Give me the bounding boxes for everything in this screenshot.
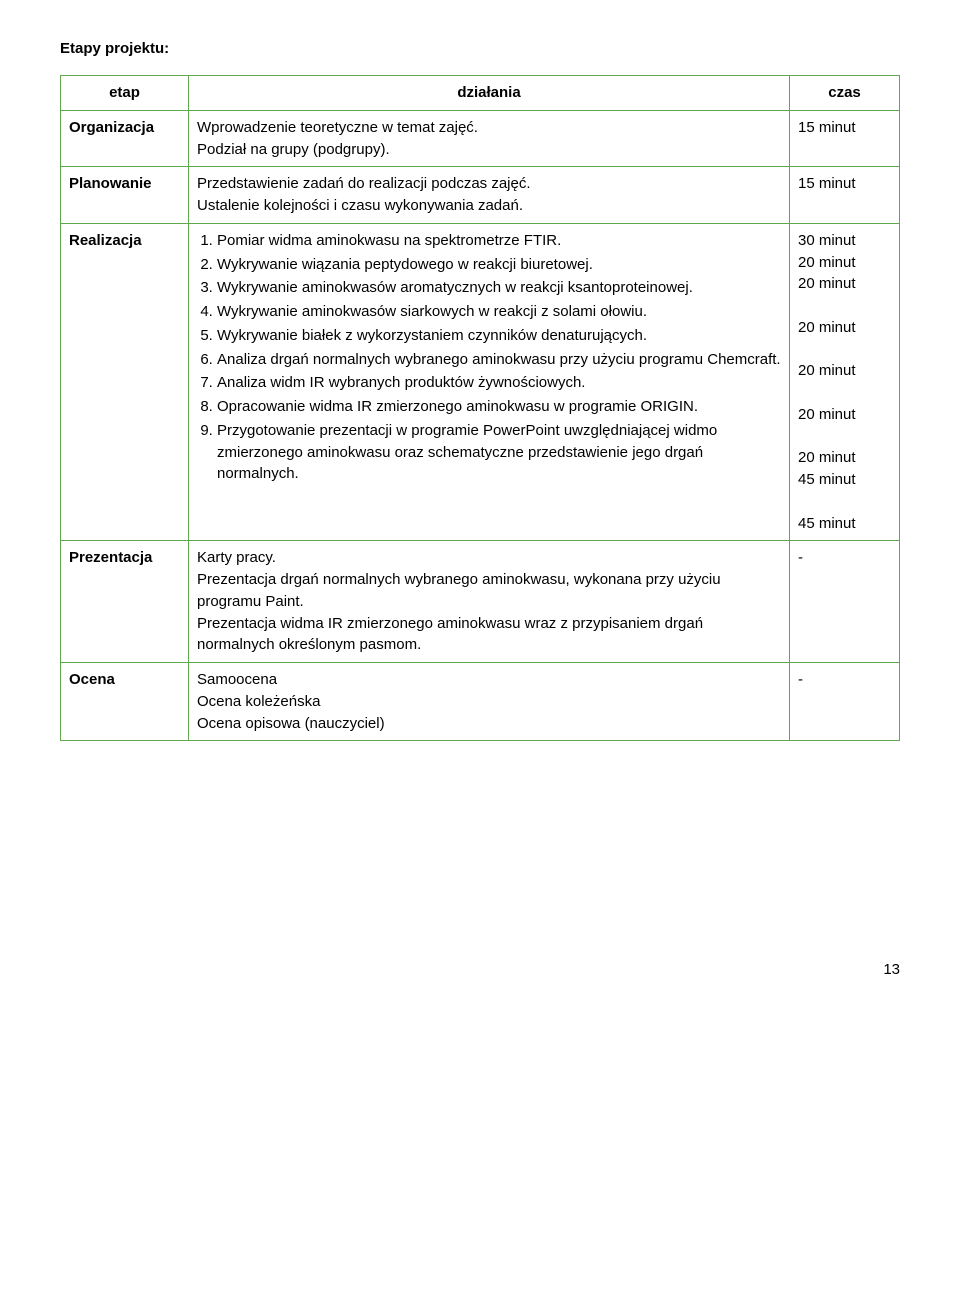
row-prezentacja: Prezentacja Karty pracy.Prezentacja drga…: [61, 541, 900, 663]
row-planowanie: Planowanie Przedstawienie zadań do reali…: [61, 167, 900, 224]
etap-label: Prezentacja: [61, 541, 189, 663]
czas-line: 20 minut: [798, 273, 891, 295]
row-ocena: Ocena SamoocenaOcena koleżeńskaOcena opi…: [61, 663, 900, 741]
step-item: Przygotowanie prezentacji w programie Po…: [217, 420, 781, 485]
czas-cell: 15 minut: [790, 167, 900, 224]
col-header-dzialania: działania: [189, 76, 790, 111]
etap-label: Realizacja: [61, 223, 189, 541]
col-header-czas: czas: [790, 76, 900, 111]
row-organizacja: Organizacja Wprowadzenie teoretyczne w t…: [61, 110, 900, 167]
dzialania-cell: Karty pracy.Prezentacja drgań normalnych…: [189, 541, 790, 663]
czas-line: 20 minut: [798, 360, 891, 382]
czas-line: [798, 295, 891, 317]
step-item: Wykrywanie wiązania peptydowego w reakcj…: [217, 254, 781, 276]
czas-line: [798, 426, 891, 448]
dzialania-cell: Wprowadzenie teoretyczne w temat zajęć.P…: [189, 110, 790, 167]
czas-line: [798, 339, 891, 361]
row-realizacja: Realizacja Pomiar widma aminokwasu na sp…: [61, 223, 900, 541]
etap-label: Organizacja: [61, 110, 189, 167]
project-stages-table: etap działania czas Organizacja Wprowadz…: [60, 75, 900, 741]
czas-line: 20 minut: [798, 404, 891, 426]
czas-line: 45 minut: [798, 469, 891, 491]
czas-line: 20 minut: [798, 252, 891, 274]
czas-line: 45 minut: [798, 513, 891, 535]
etap-label: Planowanie: [61, 167, 189, 224]
czas-cell: -: [790, 541, 900, 663]
dzialania-cell: SamoocenaOcena koleżeńskaOcena opisowa (…: [189, 663, 790, 741]
czas-line: 20 minut: [798, 447, 891, 469]
step-item: Analiza drgań normalnych wybranego amino…: [217, 349, 781, 371]
czas-line: [798, 491, 891, 513]
czas-cell: 30 minut 20 minut 20 minut 20 minut 20 m…: [790, 223, 900, 541]
czas-line: 30 minut: [798, 230, 891, 252]
dzialania-cell: Przedstawienie zadań do realizacji podcz…: [189, 167, 790, 224]
step-item: Opracowanie widma IR zmierzonego aminokw…: [217, 396, 781, 418]
step-item: Pomiar widma aminokwasu na spektrometrze…: [217, 230, 781, 252]
page-title: Etapy projektu:: [60, 40, 900, 57]
step-item: Wykrywanie aminokwasów siarkowych w reak…: [217, 301, 781, 323]
dzialania-cell: Pomiar widma aminokwasu na spektrometrze…: [189, 223, 790, 541]
page-number: 13: [60, 961, 900, 978]
step-item: Wykrywanie aminokwasów aromatycznych w r…: [217, 277, 781, 299]
czas-line: [798, 382, 891, 404]
table-header-row: etap działania czas: [61, 76, 900, 111]
etap-label: Ocena: [61, 663, 189, 741]
col-header-etap: etap: [61, 76, 189, 111]
realization-steps-list: Pomiar widma aminokwasu na spektrometrze…: [197, 230, 781, 485]
step-item: Wykrywanie białek z wykorzystaniem czynn…: [217, 325, 781, 347]
czas-cell: 15 minut: [790, 110, 900, 167]
czas-line: 20 minut: [798, 317, 891, 339]
step-item: Analiza widm IR wybranych produktów żywn…: [217, 372, 781, 394]
czas-cell: -: [790, 663, 900, 741]
